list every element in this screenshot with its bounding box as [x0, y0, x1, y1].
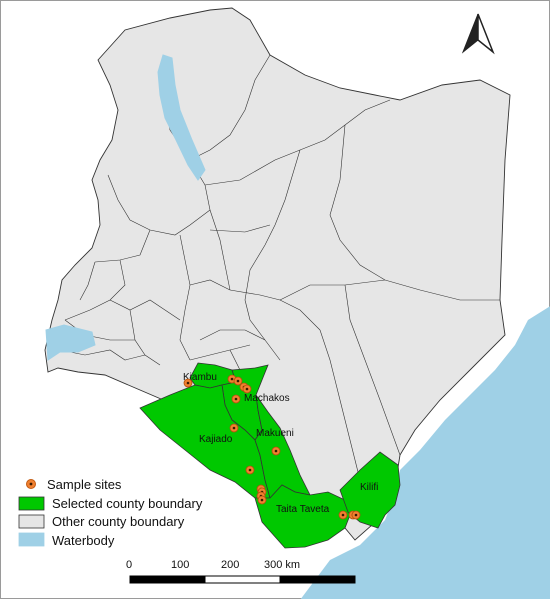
- sample-site-marker: [233, 376, 243, 386]
- lake-victoria: [45, 324, 96, 361]
- legend-waterbody: Waterbody: [18, 532, 115, 548]
- scale-bar: 0 100 200 300 km: [126, 559, 356, 584]
- scale-tick-100: 100: [171, 559, 189, 571]
- sample-site-marker: [231, 394, 241, 404]
- ocean-area: [300, 306, 550, 599]
- legend-other-county: Other county boundary: [18, 514, 185, 529]
- sample-site-marker: [271, 446, 281, 456]
- legend: Sample sites Selected county boundary Ot…: [18, 477, 203, 548]
- label-kajiado: Kajiado: [199, 434, 233, 445]
- waterbodies: [45, 54, 206, 361]
- sample-sites: [183, 374, 361, 520]
- sample-site-marker: [257, 495, 267, 505]
- selected-counties: [139, 362, 401, 549]
- legend-selected-county-label: Selected county boundary: [52, 496, 203, 511]
- legend-sample-sites: Sample sites: [26, 477, 122, 492]
- county-labels: Kiambu Machakos Kajiado Makueni Taita Ta…: [183, 372, 378, 515]
- sample-site-marker: [338, 510, 348, 520]
- label-machakos: Machakos: [244, 393, 290, 404]
- legend-other-county-label: Other county boundary: [52, 514, 185, 529]
- scale-tick-300: 300 km: [264, 559, 300, 571]
- sample-site-marker: [183, 378, 193, 388]
- sample-site-marker: [351, 510, 361, 520]
- legend-sample-sites-label: Sample sites: [47, 477, 122, 492]
- label-kiambu: Kiambu: [183, 372, 217, 383]
- legend-waterbody-label: Waterbody: [52, 533, 115, 548]
- label-taita-taveta: Taita Taveta: [276, 504, 330, 515]
- scale-tick-0: 0: [126, 559, 132, 571]
- sample-site-marker: [229, 423, 239, 433]
- county-boundaries: [59, 54, 500, 481]
- label-makueni: Makueni: [256, 428, 294, 439]
- sample-site-marker: [242, 384, 252, 394]
- sample-site-marker: [245, 465, 255, 475]
- label-kilifi: Kilifi: [360, 482, 378, 493]
- legend-selected-county: Selected county boundary: [18, 496, 203, 511]
- lake-turkana: [157, 54, 206, 181]
- north-arrow-icon: [461, 13, 495, 55]
- scale-tick-200: 200: [221, 559, 239, 571]
